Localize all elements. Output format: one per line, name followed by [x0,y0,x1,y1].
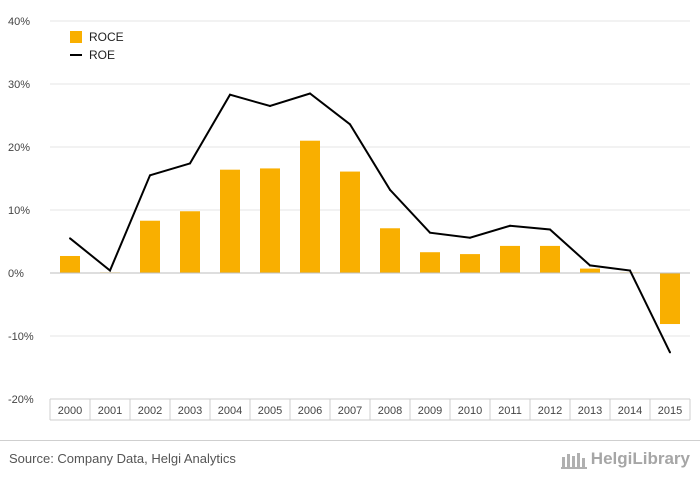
x-tick-label: 2012 [538,405,562,417]
y-axis-ticks: -20% -10% 0% 10% 20% 30% 40% [8,16,34,406]
roe-series-line [69,92,671,353]
x-tick-label: 2008 [378,405,402,417]
x-tick-label: 2009 [418,405,442,417]
x-tick-label: 2004 [218,405,242,417]
roce-bar-2011 [500,245,520,273]
roce-bar-2008 [380,228,400,273]
x-tick-label: 2000 [58,405,82,417]
roce-bar-2000 [60,255,80,273]
roce-bar-2005 [260,168,280,273]
roe-point-2003 [189,162,191,165]
roce-bar-2004 [220,169,240,273]
library-icon [560,453,587,469]
source-note: Source: Company Data, Helgi Analytics [9,451,236,466]
roce-bar-2010 [460,254,480,273]
roce-bar-2002 [140,220,160,273]
y-tick-label: 40% [8,16,30,28]
roce-bar-2015 [660,273,680,325]
x-tick-label: 2007 [338,405,362,417]
x-tick-label: 2014 [618,405,642,417]
x-tick-label: 2001 [98,405,122,417]
roe-line [69,92,671,354]
roe-point-2014 [629,269,631,272]
y-tick-label: 30% [8,79,30,91]
x-tick-label: 2013 [578,405,602,417]
x-tick-label: 2010 [458,405,482,417]
roe-point-2011 [509,224,511,227]
roe-point-2009 [429,231,431,234]
brand-logo: HelgiLibrary [560,449,690,469]
legend-swatch-roce [70,31,82,43]
roe-point-2000 [69,237,71,240]
chart: -20%-10%0%10%20%30%40% 2000 2001 2002 2003 2… [8,16,691,421]
gridlines [50,20,690,400]
roe-point-2005 [269,105,271,108]
roe-point-2001 [109,269,111,272]
y-tick-label: 20% [8,142,30,154]
roe-point-2012 [549,228,551,231]
roce-bar-2006 [300,140,320,273]
roce-bar-2007 [340,171,360,273]
roe-point-2002 [149,174,151,177]
x-tick-label: 2005 [258,405,282,417]
legend-label-roce: ROCE [89,30,124,44]
y-tick-label: -20% [8,394,34,406]
x-tick-label: 2015 [658,405,682,417]
y-tick-label: 0% [8,268,24,280]
roe-point-2008 [389,188,391,191]
roe-point-2013 [589,264,591,267]
brand-name: HelgiLibrary [590,449,690,468]
roe-point-2010 [469,236,471,239]
x-tick-label: 2011 [498,405,522,417]
x-tick-label: 2002 [138,405,162,417]
legend-label-roe: ROE [89,48,115,62]
y-tick-label: 10% [8,205,30,217]
roe-point-2007 [349,123,351,126]
roe-point-2006 [309,92,311,95]
legend: ROCE ROE [70,30,124,62]
roce-bar-2012 [540,245,560,273]
roce-bars [60,140,680,325]
roe-point-2004 [229,93,231,96]
x-axis: 2000 2001 2002 2003 2004 2005 2006 2007 2008 2009… [49,398,691,421]
roce-bar-2013 [580,268,600,273]
roe-point-2015 [669,351,671,354]
x-tick-label: 2006 [298,405,322,417]
roce-bar-2009 [420,252,440,273]
roce-bar-2003 [180,211,200,273]
y-tick-label: -10% [8,331,34,343]
x-tick-label: 2003 [178,405,202,417]
footer: Source: Company Data, Helgi Analytics He… [0,440,700,483]
